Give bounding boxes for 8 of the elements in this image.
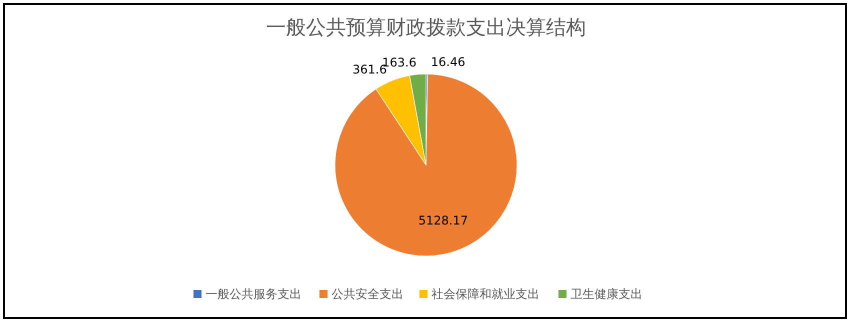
data-label: 361.6 bbox=[352, 62, 387, 76]
data-label: 16.46 bbox=[430, 55, 466, 70]
legend-label: 卫生健康支出 bbox=[570, 287, 642, 301]
legend-label: 一般公共服务支出 bbox=[206, 287, 302, 301]
data-label: 5128.17 bbox=[418, 213, 468, 228]
chart-title: 一般公共预算财政拨款支出决算结构 bbox=[266, 15, 586, 39]
legend-label: 社会保障和就业支出 bbox=[432, 287, 540, 301]
legend-label: 公共安全支出 bbox=[332, 287, 404, 301]
